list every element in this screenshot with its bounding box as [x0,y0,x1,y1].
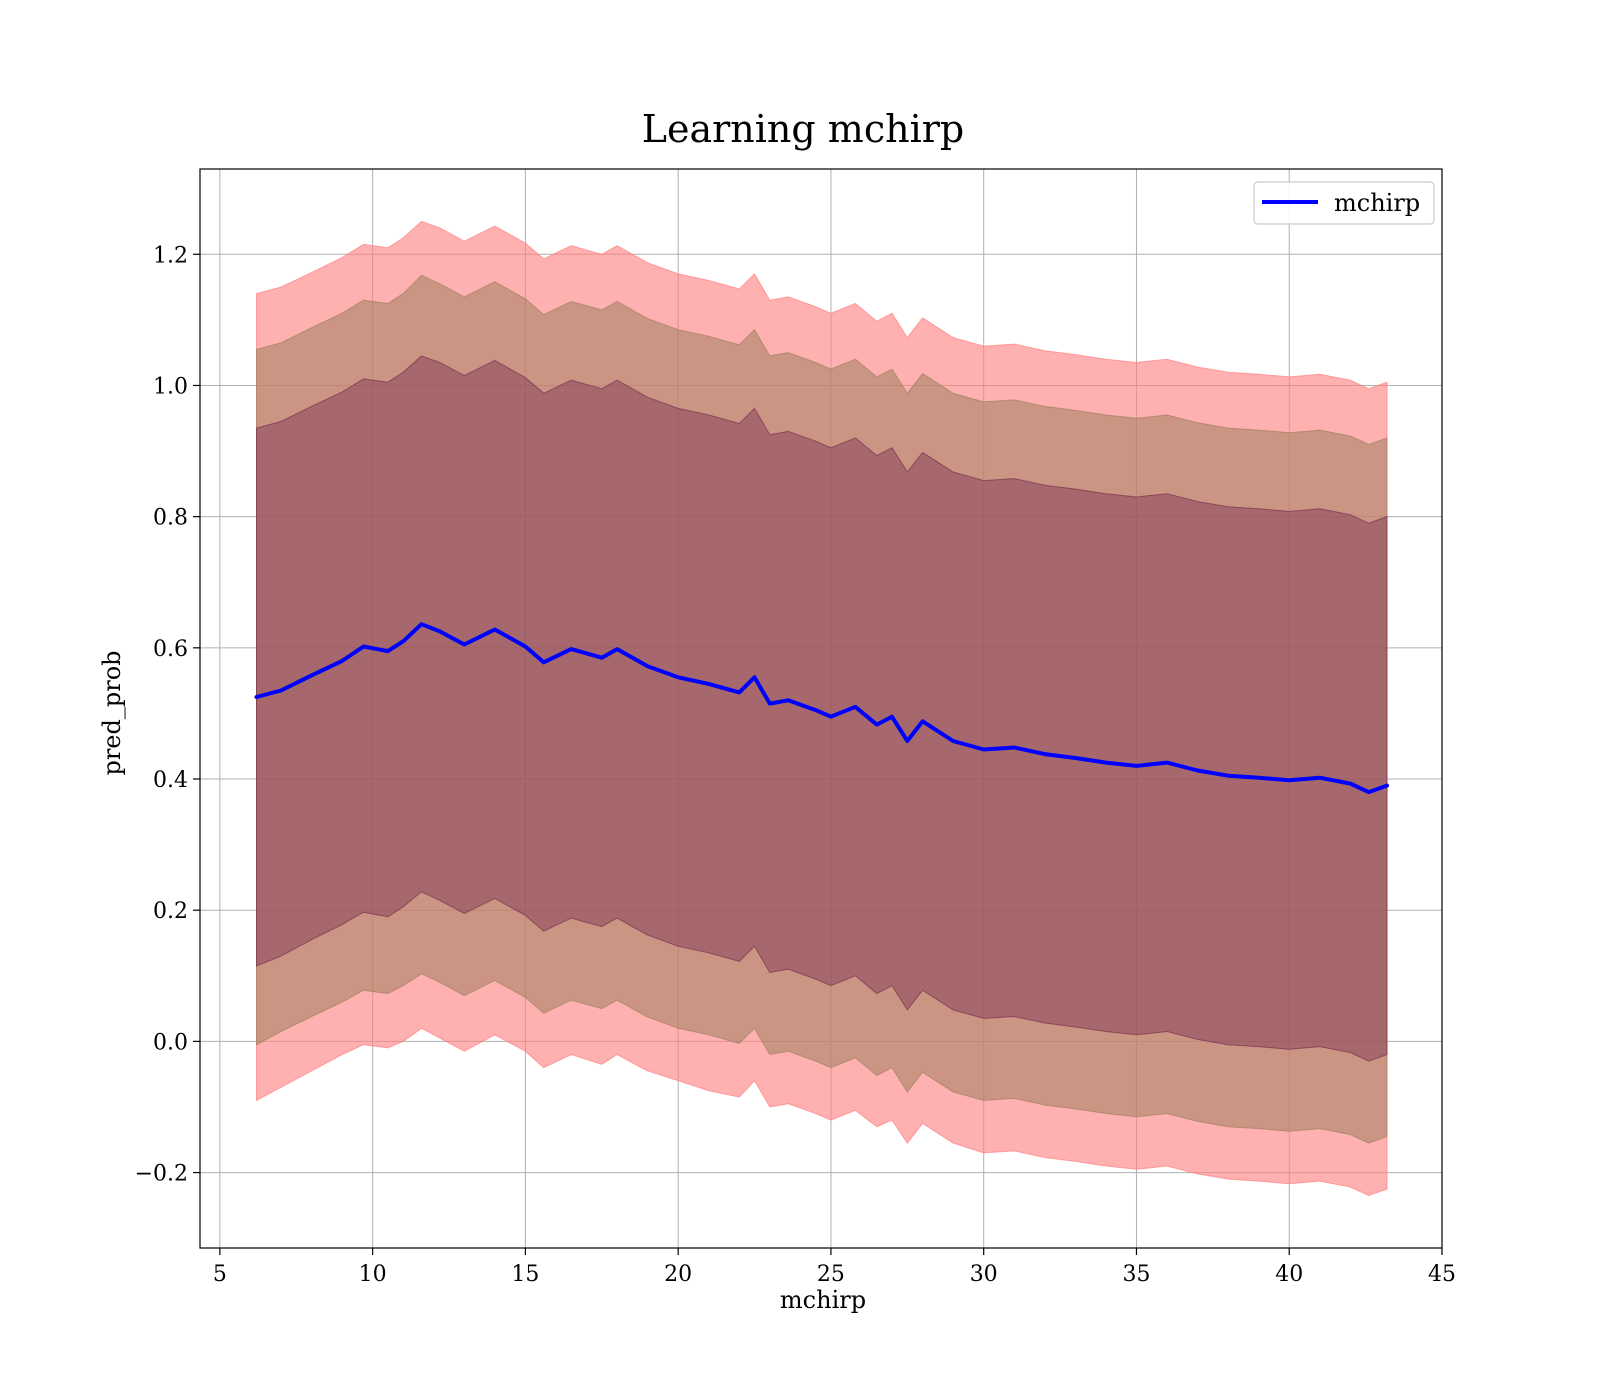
confidence-bands [256,220,1388,1197]
x-tick-label: 10 [359,1262,387,1287]
y-tick-label: 0.4 [153,768,188,793]
x-tick-label: 45 [1428,1262,1456,1287]
series-lines [254,622,1389,795]
plot-frame [199,168,1443,1249]
x-tick-label: 5 [213,1262,227,1287]
y-tick-label: −0.2 [135,1162,188,1187]
legend: mchirp [1253,181,1435,225]
y-tick-label: 0.2 [153,899,188,924]
band-inner [256,355,1388,1062]
x-tick-label: 35 [1122,1262,1150,1287]
series-line [254,622,1389,795]
y-tick-label: 0.8 [153,506,188,531]
x-tick-label: 40 [1275,1262,1303,1287]
y-axis-label: pred_prob [98,650,126,775]
y-tick-label: 0.0 [153,1030,188,1055]
y-tick-label: 1.0 [153,374,188,399]
y-tick-label: 1.2 [153,243,188,268]
x-axis-label: mchirp [780,1286,866,1314]
legend-box [1253,181,1435,225]
x-tick-label: 30 [970,1262,998,1287]
band-middle [256,274,1388,1144]
axis-ticks: 5 10 15 20 25 30 35 40 45 −0.2 0.0 0.2 0.4 0.6 0.8 1.0 1… [135,243,1456,1287]
x-tick-label: 15 [511,1262,539,1287]
y-tick-label: 0.6 [153,637,188,662]
legend-label: mchirp [1334,189,1420,217]
chart-title: Learning mchirp [642,107,964,151]
x-tick-label: 20 [664,1262,692,1287]
x-tick-label: 25 [817,1262,845,1287]
